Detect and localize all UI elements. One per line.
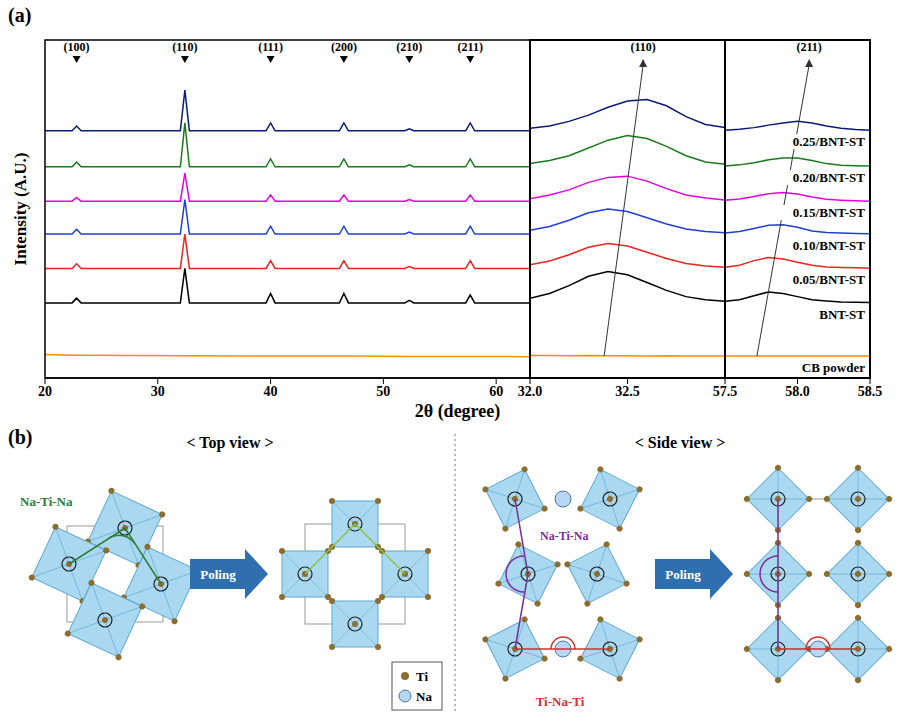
svg-text:40: 40 [264,384,278,399]
svg-text:Poling: Poling [665,567,701,582]
svg-text:Na-Ti-Na: Na-Ti-Na [540,529,588,543]
svg-text:Intensity (A.U.): Intensity (A.U.) [11,153,30,266]
svg-text:60: 60 [489,384,503,399]
svg-text:(b): (b) [8,426,32,449]
svg-text:0.20/BNT-ST: 0.20/BNT-ST [793,170,865,185]
svg-text:50: 50 [376,384,390,399]
svg-text:(111): (111) [258,40,283,54]
svg-text:(210): (210) [396,40,422,54]
svg-text:BNT-ST: BNT-ST [819,307,865,322]
svg-text:20: 20 [38,384,52,399]
svg-text:(a): (a) [8,4,31,27]
html-text:2θ (degree): 2θ (degree) [414,401,501,421]
svg-text:Poling: Poling [200,567,236,582]
svg-text:(211): (211) [458,40,483,54]
svg-text:0.05/BNT-ST: 0.05/BNT-ST [793,272,865,287]
svg-text:0.15/BNT-ST: 0.15/BNT-ST [793,205,865,220]
svg-text:< Side view >: < Side view > [635,434,726,451]
svg-text:32.5: 32.5 [615,384,640,399]
svg-text:CB powder: CB powder [802,360,865,375]
svg-text:0.10/BNT-ST: 0.10/BNT-ST [793,238,865,253]
svg-text:(100): (100) [64,40,90,54]
svg-text:32.0: 32.0 [518,384,543,399]
svg-text:Ti-Na-Ti: Ti-Na-Ti [536,694,585,709]
svg-text:57.5: 57.5 [713,384,738,399]
svg-text:Ti: Ti [416,669,428,684]
svg-text:(211): (211) [796,40,821,54]
svg-text:58.5: 58.5 [858,384,883,399]
svg-text:(200): (200) [331,40,357,54]
svg-text:(110): (110) [630,40,655,54]
svg-text:< Top view >: < Top view > [186,434,273,452]
svg-text:0.25/BNT-ST: 0.25/BNT-ST [793,134,865,149]
svg-text:(110): (110) [172,40,197,54]
svg-text:Na-Ti-Na: Na-Ti-Na [20,494,73,509]
svg-text:58.0: 58.0 [785,384,810,399]
svg-text:30: 30 [151,384,165,399]
svg-text:Na: Na [416,689,432,704]
